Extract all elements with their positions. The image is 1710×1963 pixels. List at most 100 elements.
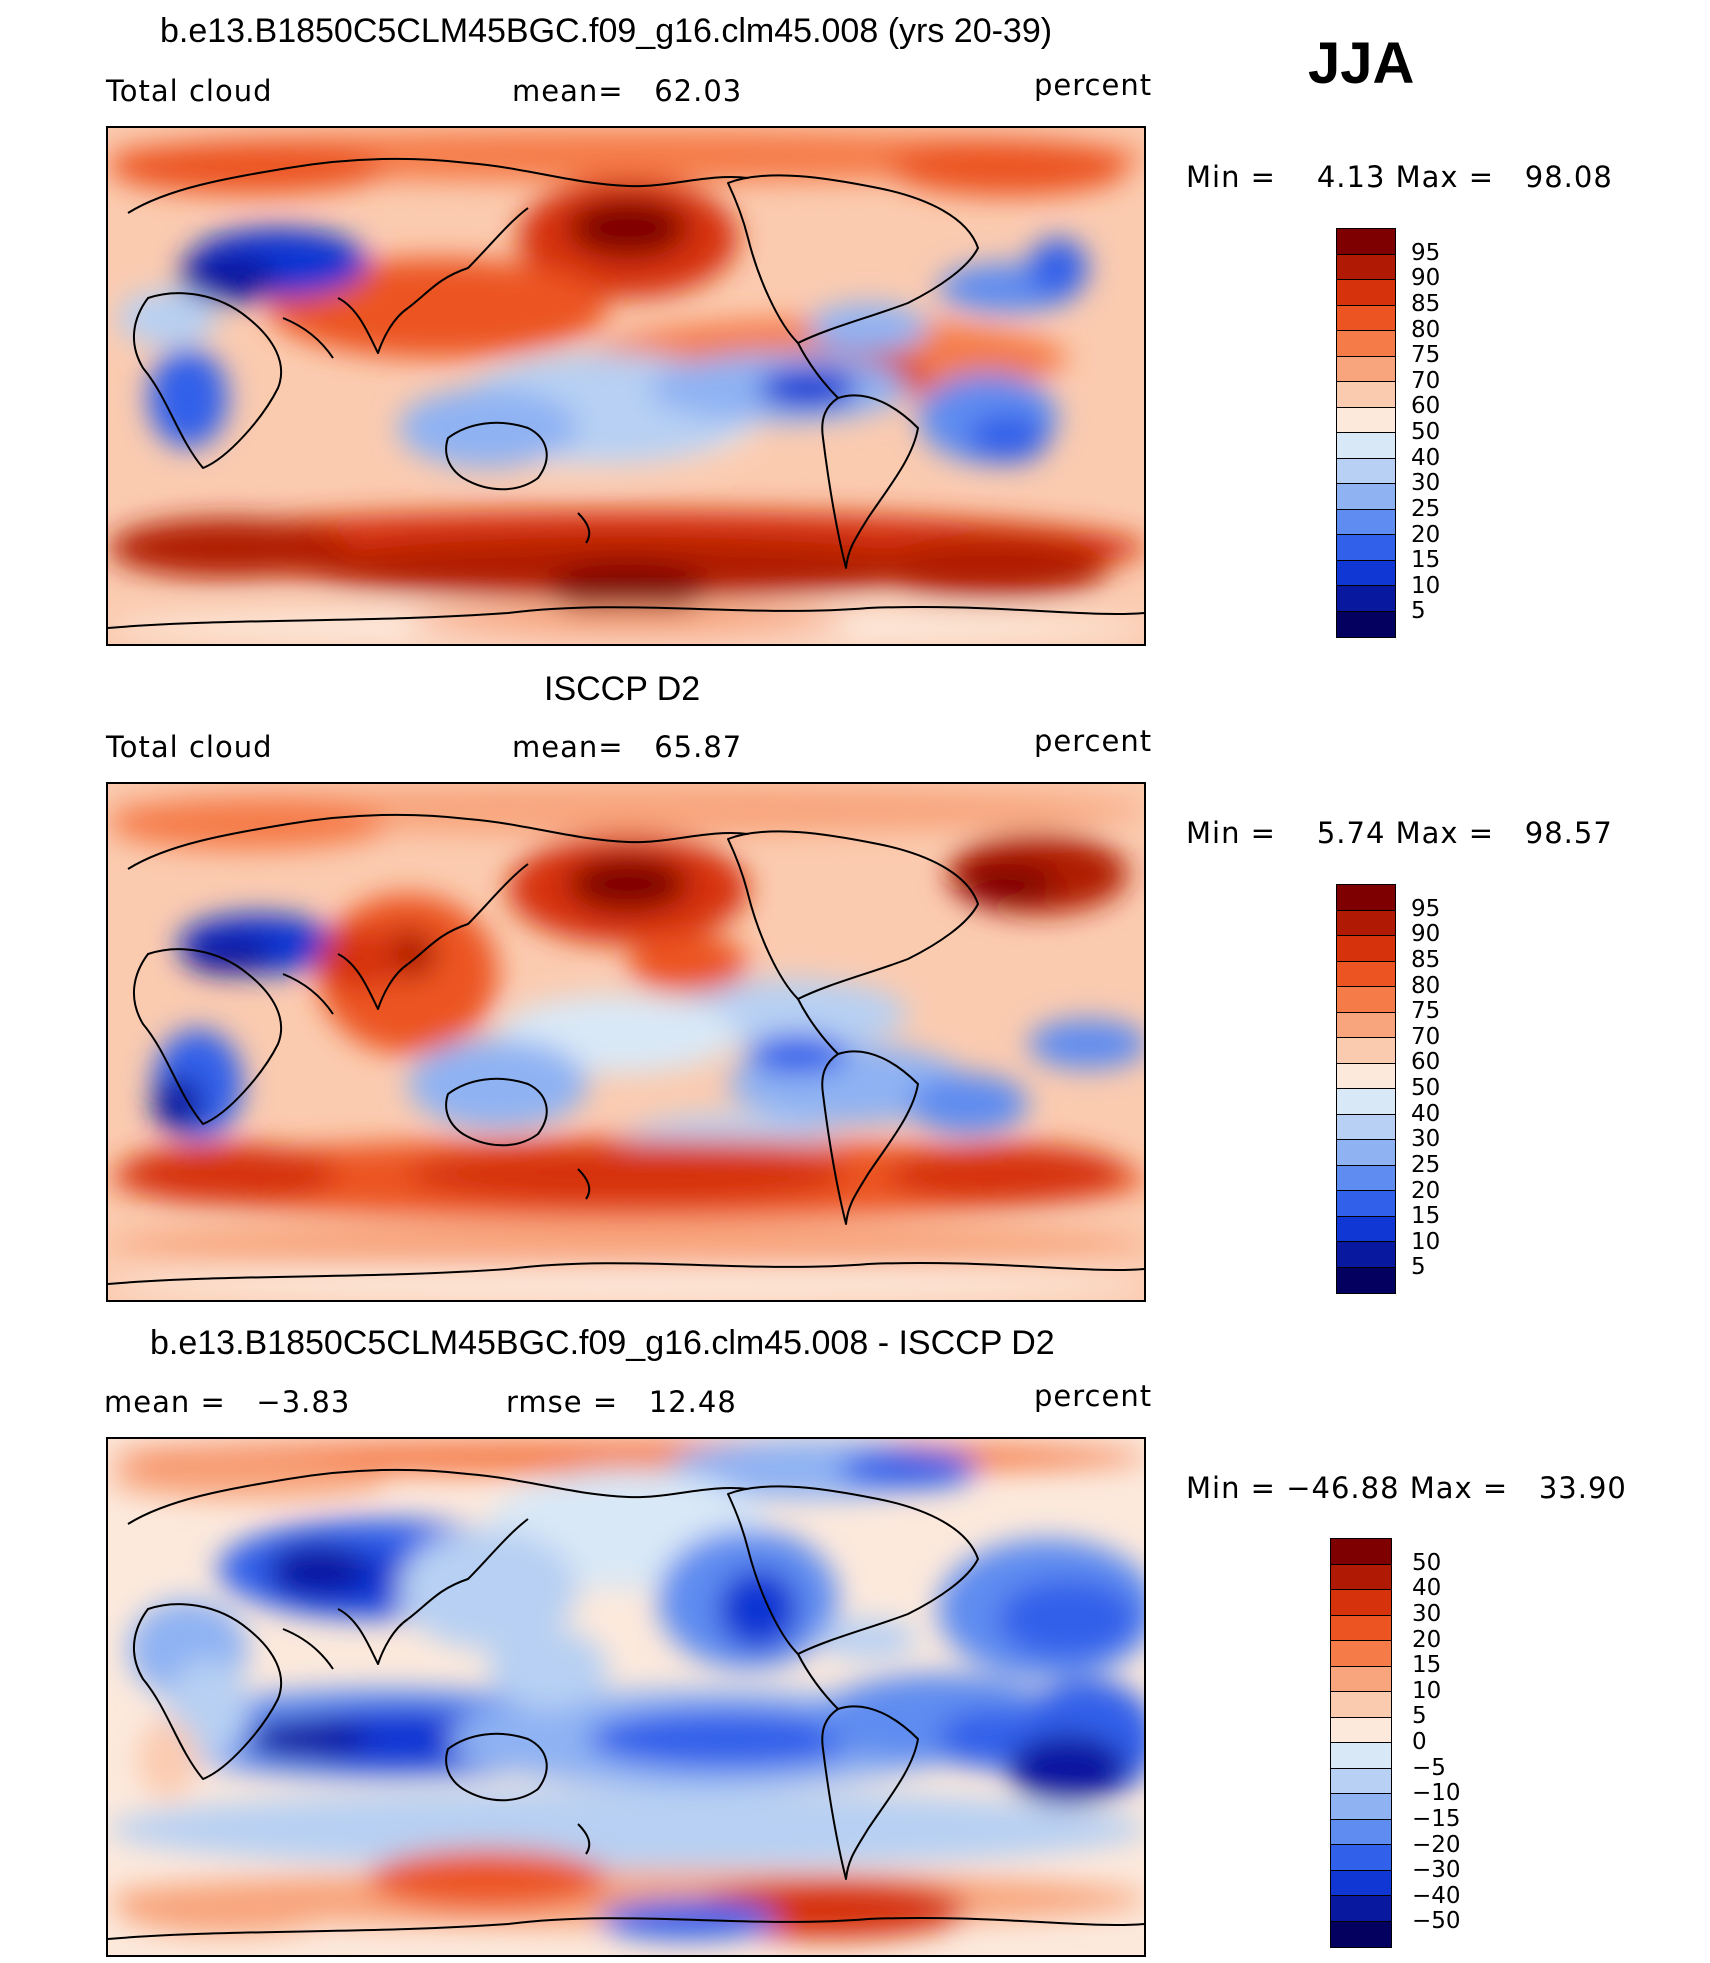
colorbar-tick-label: −40 — [1412, 1882, 1461, 1909]
colorbar-swatch — [1331, 1539, 1391, 1565]
colorbar-swatch — [1337, 331, 1395, 357]
colorbar-tick-label: 30 — [1411, 1126, 1441, 1153]
colorbar-swatch — [1331, 1564, 1391, 1590]
colorbar-swatch — [1337, 987, 1395, 1013]
field-blob — [808, 303, 928, 353]
coastline-outline — [108, 813, 1144, 1285]
colorbar-tick-label: 0 — [1412, 1729, 1427, 1755]
panel-1-map — [106, 126, 1146, 646]
field-contours — [108, 130, 1144, 644]
coastline-segment — [407, 1518, 529, 1620]
colorbar-swatch — [1337, 1038, 1395, 1064]
colorbar-tick-label: −20 — [1412, 1831, 1461, 1858]
colorbar-tick-label: 5 — [1412, 1703, 1427, 1730]
colorbar-tick-label: 60 — [1411, 393, 1441, 420]
coastline-segment — [445, 421, 548, 491]
coastline-segment — [727, 1485, 979, 1655]
coastline-segment — [821, 1050, 919, 1225]
colorbar-swatch — [1331, 1743, 1391, 1769]
panel-2-colorbar — [1336, 884, 1396, 1294]
panel-1-units: percent — [1034, 68, 1153, 102]
field-blob — [108, 518, 348, 578]
coastline-segment — [108, 1917, 1144, 1940]
panel-3-minmax: Min = −46.88 Max = 33.90 — [1186, 1471, 1627, 1505]
colorbar-swatch — [1337, 1216, 1395, 1242]
season-label: JJA — [1308, 31, 1415, 96]
colorbar-tick-label: 95 — [1411, 895, 1441, 922]
colorbar-tick-label: 40 — [1411, 1100, 1441, 1127]
colorbar-swatch — [1337, 1063, 1395, 1089]
coastline-segment — [127, 813, 749, 870]
colorbar-tick-label: 25 — [1411, 1151, 1441, 1178]
colorbar-tick-label: 85 — [1411, 946, 1441, 973]
field-blob — [998, 1579, 1138, 1659]
colorbar-swatch — [1331, 1590, 1391, 1616]
field-blob — [818, 1619, 918, 1659]
panel-2-title: ISCCP D2 — [544, 670, 701, 708]
coastline-segment — [407, 207, 529, 309]
colorbar-tick-label: 30 — [1412, 1600, 1442, 1627]
colorbar-swatch — [1337, 280, 1395, 306]
field-blob — [748, 1034, 848, 1074]
panel-3-colorbar — [1330, 1538, 1392, 1948]
colorbar-swatch — [1337, 1267, 1395, 1293]
field-blob — [268, 258, 608, 358]
panel-3-map-svg — [108, 1439, 1144, 1955]
coastline-segment — [797, 1653, 839, 1710]
colorbar-tick-label: 50 — [1412, 1549, 1442, 1576]
colorbar-swatch — [1331, 1641, 1391, 1667]
field-blob — [268, 1544, 368, 1594]
colorbar-tick-label: −50 — [1412, 1908, 1461, 1935]
coastline-segment — [108, 606, 1144, 629]
colorbar-swatch — [1331, 1666, 1391, 1692]
colorbar-swatch — [1337, 407, 1395, 433]
colorbar-tick-label: 20 — [1412, 1626, 1442, 1653]
colorbar-swatch — [1337, 1114, 1395, 1140]
coastline-segment — [577, 1168, 591, 1200]
colorbar-swatch — [1337, 484, 1395, 510]
colorbar-tick-label: 30 — [1411, 470, 1441, 497]
field-blob — [408, 1144, 848, 1204]
panel-3-rmse-label: rmse = 12.48 — [506, 1385, 737, 1419]
field-blob — [1028, 1019, 1144, 1069]
field-blob — [108, 142, 388, 194]
colorbar-tick-label: −5 — [1412, 1754, 1446, 1781]
field-blob — [588, 1709, 868, 1769]
coastline-segment — [445, 1732, 548, 1802]
field-blob — [368, 1849, 608, 1909]
colorbar-swatch — [1337, 611, 1395, 637]
coastline-segment — [445, 1077, 548, 1147]
colorbar-swatch — [1337, 586, 1395, 612]
panel-3-title: b.e13.B1850C5CLM45BGC.f09_g16.clm45.008 … — [150, 1324, 1055, 1362]
colorbar-swatch — [1337, 382, 1395, 408]
colorbar-tick-label: 60 — [1411, 1049, 1441, 1076]
colorbar-tick-label: 20 — [1411, 521, 1441, 548]
colorbar-tick-label: 80 — [1411, 972, 1441, 999]
field-blob — [868, 538, 1108, 598]
field-blob — [108, 798, 388, 850]
colorbar-tick-label: 10 — [1411, 1228, 1441, 1255]
coastline-segment — [132, 1603, 283, 1780]
panel-3-units: percent — [1034, 1379, 1153, 1413]
coastline-segment — [727, 830, 979, 1000]
colorbar-swatch — [1337, 356, 1395, 382]
colorbar-tick-label: −30 — [1412, 1857, 1461, 1884]
colorbar-tick-label: 10 — [1412, 1677, 1442, 1704]
field-blob — [888, 140, 1128, 196]
field-blob — [838, 1449, 978, 1489]
colorbar-tick-label: 70 — [1411, 367, 1441, 394]
field-blob — [248, 1719, 368, 1759]
colorbar-tick-label: 15 — [1411, 1203, 1441, 1230]
panel-2-minmax: Min = 5.74 Max = 98.57 — [1186, 816, 1613, 850]
coastline-segment — [797, 342, 839, 399]
panel-1-mean-label: mean= 62.03 — [512, 74, 743, 108]
colorbar-tick-label: 40 — [1411, 444, 1441, 471]
colorbar-swatch — [1337, 535, 1395, 561]
field-blob — [958, 864, 1058, 904]
coastline-segment — [127, 157, 749, 214]
field-blob — [1008, 1734, 1128, 1804]
panel-1-title: b.e13.B1850C5CLM45BGC.f09_g16.clm45.008 … — [160, 12, 1053, 50]
panel-2-left-label: Total cloud — [106, 730, 273, 764]
field-blob — [108, 1789, 1144, 1869]
colorbar-swatch — [1337, 910, 1395, 936]
